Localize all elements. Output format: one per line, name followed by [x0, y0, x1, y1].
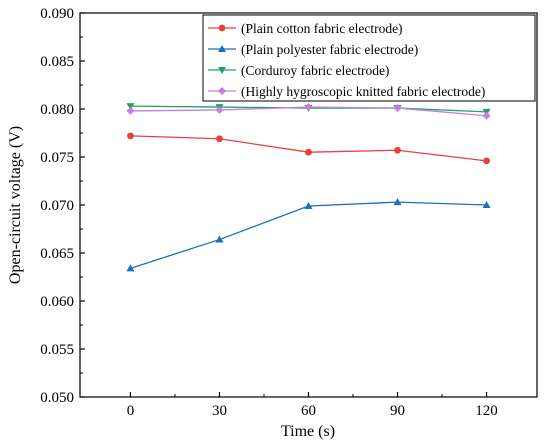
legend-label: (Highly hygroscopic knitted fabric elect… [241, 84, 485, 99]
x-tick-label: 0 [127, 403, 135, 419]
x-axis-title: Time (s) [281, 423, 335, 440]
x-tick-label: 90 [390, 403, 405, 419]
series-group [126, 103, 491, 272]
legend-marker [218, 87, 226, 95]
data-point [126, 264, 135, 272]
x-axis: 0 30 60 90 120 [127, 392, 498, 419]
y-tick-label: 0.050 [40, 390, 74, 406]
x-tick-label: 30 [212, 403, 227, 419]
y-tick-label: 0.060 [40, 294, 74, 310]
y-tick-label: 0.065 [40, 246, 74, 262]
legend-marker [218, 67, 226, 74]
x-tick-label: 120 [475, 403, 498, 419]
y-tick-label: 0.080 [40, 102, 74, 118]
data-point [215, 105, 224, 114]
y-tick-label: 0.075 [40, 150, 74, 166]
data-point [126, 103, 135, 111]
legend-marker [218, 45, 226, 52]
data-point [394, 146, 401, 154]
data-point [304, 103, 313, 112]
y-tick-label: 0.085 [40, 54, 74, 70]
legend: (Plain cotton fabric electrode) (Plain po… [202, 14, 536, 102]
legend-marker [218, 24, 226, 32]
data-point [304, 201, 313, 209]
legend-label: (Plain polyester fabric electrode) [241, 42, 418, 57]
series-line [130, 135, 487, 162]
data-point [215, 235, 224, 243]
data-point [482, 201, 491, 208]
data-point [393, 198, 402, 206]
data-point [482, 111, 491, 120]
y-tick-label: 0.070 [40, 198, 74, 214]
y-axis-title: Open-circuit voltage (V) [7, 126, 24, 284]
data-point [126, 106, 135, 115]
data-point [393, 104, 402, 113]
y-tick-label: 0.055 [40, 342, 74, 358]
legend-box [202, 14, 536, 102]
data-point [216, 135, 223, 143]
legend-label: (Corduroy fabric electrode) [241, 63, 389, 78]
data-point [127, 132, 134, 140]
series-line [130, 201, 487, 269]
x-tick-label: 60 [301, 403, 316, 419]
y-tick-label: 0.090 [40, 6, 74, 22]
y-axis: 0.050 0.055 0.060 0.065 0.070 0.075 0.080 0.085… [40, 6, 85, 406]
data-point [305, 148, 312, 156]
legend-label: (Plain cotton fabric electrode) [241, 21, 403, 36]
data-point [483, 157, 490, 165]
